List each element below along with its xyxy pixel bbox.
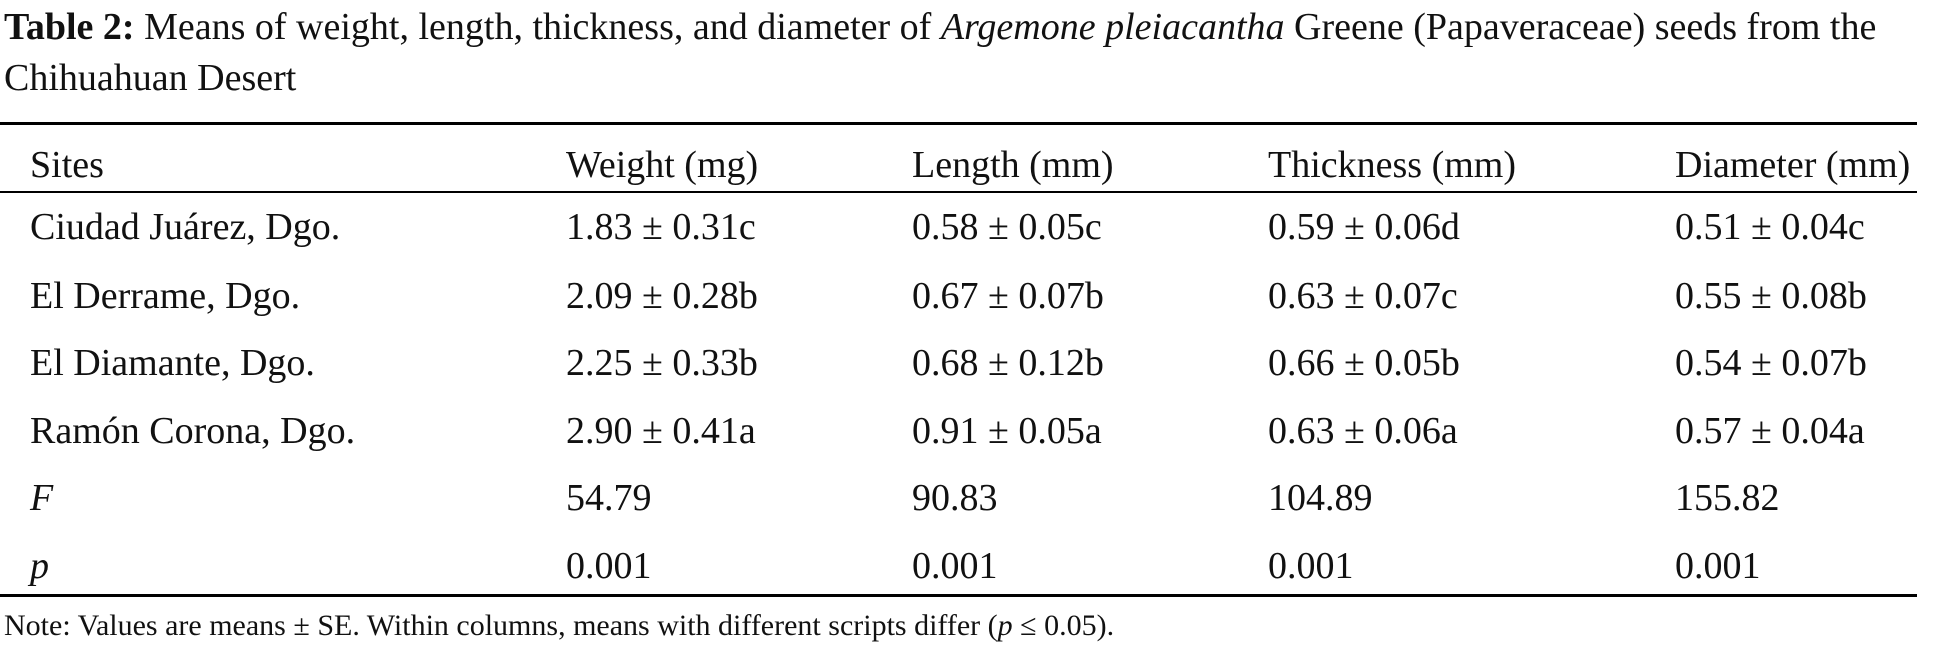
- length-cell: 0.68 ± 0.12b: [912, 342, 1104, 385]
- species-name: Argemone pleiacantha: [940, 6, 1285, 48]
- f-statistic-row: F 54.79 90.83 104.89 155.82: [0, 465, 1935, 533]
- header-row: Sites Weight (mg) Length (mm) Thickness …: [0, 138, 1935, 192]
- table-row: Ciudad Juárez, Dgo. 1.83 ± 0.31c 0.58 ± …: [0, 192, 1935, 262]
- table-row: El Derrame, Dgo. 2.09 ± 0.28b 0.67 ± 0.0…: [0, 262, 1935, 330]
- header-sites: Sites: [30, 144, 104, 186]
- header-weight: Weight (mg): [566, 144, 759, 186]
- note-text-before: Note: Values are means ± SE. Within colu…: [4, 609, 998, 642]
- diameter-cell: 0.51 ± 0.04c: [1675, 206, 1865, 248]
- header-thickness: Thickness (mm): [1268, 144, 1517, 186]
- note-p-symbol: p: [997, 609, 1013, 642]
- data-table: Sites Weight (mg) Length (mm) Thickness …: [0, 138, 1935, 600]
- weight-cell: 54.79: [566, 477, 652, 520]
- site-cell: Ciudad Juárez, Dgo.: [30, 206, 341, 248]
- table-row: Ramón Corona, Dgo. 2.90 ± 0.41a 0.91 ± 0…: [0, 397, 1935, 465]
- table-bottom-rule: [0, 594, 1917, 597]
- table-note: Note: Values are means ± SE. Within colu…: [4, 606, 1114, 646]
- note-text-after: ≤ 0.05).: [1012, 609, 1115, 642]
- p-value-row: p 0.001 0.001 0.001 0.001: [0, 532, 1935, 600]
- caption-text-after: Greene (Papaveraceae) seeds from the Chi…: [4, 6, 1877, 99]
- header-diameter: Diameter (mm): [1675, 144, 1911, 186]
- thickness-cell: 0.66 ± 0.05b: [1268, 342, 1460, 385]
- site-cell: Ramón Corona, Dgo.: [30, 409, 356, 452]
- length-cell: 0.001: [912, 544, 998, 587]
- header-length: Length (mm): [912, 144, 1114, 186]
- caption-text-before: Means of weight, length, thickness, and …: [144, 6, 932, 48]
- thickness-cell: 0.63 ± 0.06a: [1268, 409, 1458, 452]
- weight-cell: 0.001: [566, 544, 652, 587]
- diameter-cell: 0.001: [1675, 544, 1761, 587]
- length-cell: 0.67 ± 0.07b: [912, 274, 1104, 317]
- diameter-cell: 155.82: [1675, 477, 1780, 520]
- f-statistic-label: F: [30, 477, 54, 520]
- site-cell: El Derrame, Dgo.: [30, 274, 301, 317]
- table-label: Table 2:: [4, 6, 135, 48]
- thickness-cell: 0.001: [1268, 544, 1354, 587]
- weight-cell: 1.83 ± 0.31c: [566, 206, 756, 248]
- thickness-cell: 0.63 ± 0.07c: [1268, 274, 1458, 317]
- site-cell: El Diamante, Dgo.: [30, 342, 315, 385]
- diameter-cell: 0.57 ± 0.04a: [1675, 409, 1865, 452]
- table-row: El Diamante, Dgo. 2.25 ± 0.33b 0.68 ± 0.…: [0, 330, 1935, 398]
- thickness-cell: 0.59 ± 0.06d: [1268, 206, 1460, 248]
- weight-cell: 2.09 ± 0.28b: [566, 274, 758, 317]
- table-caption: Table 2: Means of weight, length, thickn…: [4, 2, 1954, 104]
- table-header-rule: [0, 191, 1917, 193]
- table-top-rule: [0, 122, 1917, 125]
- thickness-cell: 104.89: [1268, 477, 1373, 520]
- p-value-label: p: [30, 544, 49, 587]
- length-cell: 0.58 ± 0.05c: [912, 206, 1102, 248]
- diameter-cell: 0.54 ± 0.07b: [1675, 342, 1867, 385]
- weight-cell: 2.90 ± 0.41a: [566, 409, 756, 452]
- diameter-cell: 0.55 ± 0.08b: [1675, 274, 1867, 317]
- length-cell: 0.91 ± 0.05a: [912, 409, 1102, 452]
- length-cell: 90.83: [912, 477, 998, 520]
- weight-cell: 2.25 ± 0.33b: [566, 342, 758, 385]
